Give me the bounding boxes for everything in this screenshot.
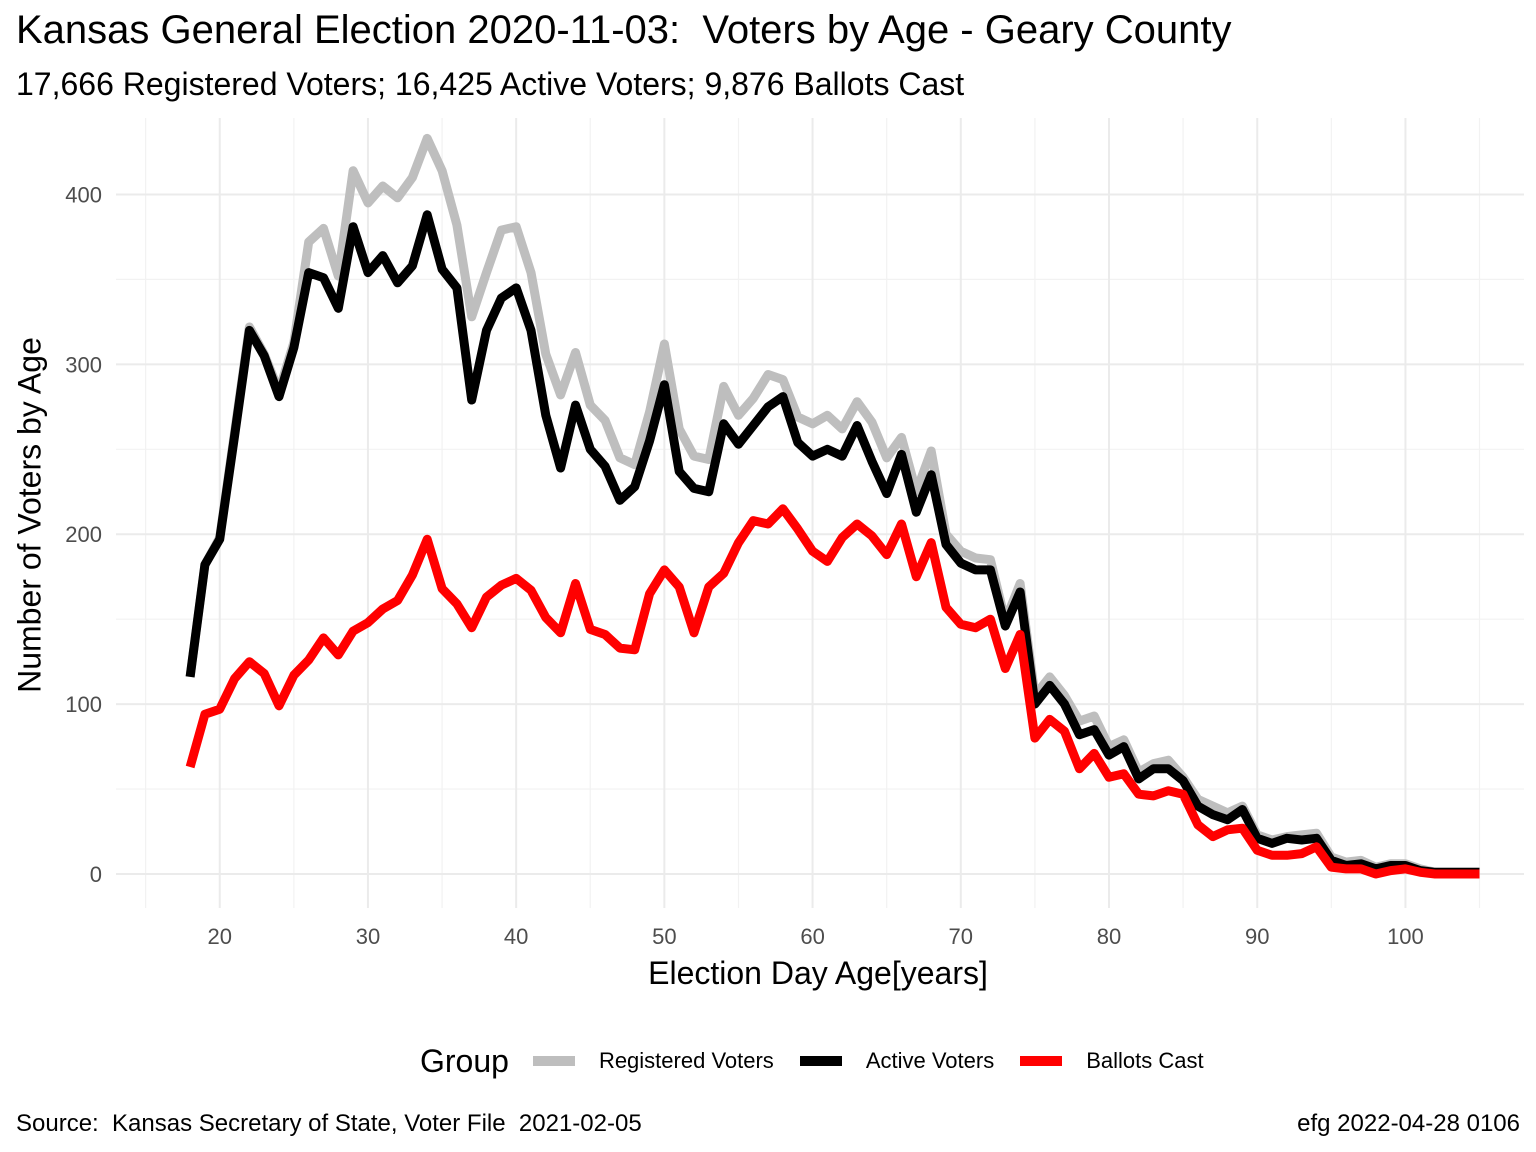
x-tick-label: 60 — [800, 924, 824, 949]
y-axis-label: Number of Voters by Age — [11, 337, 48, 693]
legend-item-ballots: Ballots Cast — [1020, 1048, 1204, 1074]
credit-caption: efg 2022-04-28 0106 — [1297, 1110, 1520, 1137]
y-tick-label: 0 — [90, 862, 102, 887]
y-tick-label: 400 — [65, 182, 102, 207]
chart-title: Kansas General Election 2020-11-03: Vote… — [16, 8, 1232, 52]
legend-label-registered: Registered Voters — [598, 1048, 774, 1073]
y-tick-label: 100 — [65, 692, 102, 717]
legend-swatch-registered — [532, 1056, 575, 1066]
x-tick-label: 40 — [504, 924, 528, 949]
chart-subtitle: 17,666 Registered Voters; 16,425 Active … — [16, 66, 965, 102]
x-tick-label: 70 — [949, 924, 973, 949]
legend-swatch-ballots — [1020, 1056, 1063, 1066]
x-tick-label: 30 — [356, 924, 380, 949]
series-line-registered-voters — [185, 133, 1480, 877]
x-axis-label: Election Day Age[years] — [648, 955, 988, 991]
x-tick-label: 20 — [208, 924, 232, 949]
legend-title: Group — [420, 1042, 509, 1079]
legend-swatch-active — [799, 1056, 842, 1066]
x-tick-label: 100 — [1387, 924, 1424, 949]
y-tick-label: 200 — [65, 522, 102, 547]
legend: Group Registered Voters Active Voters Ba… — [420, 1040, 1230, 1082]
series-line-active-voters — [185, 210, 1480, 877]
y-tick-labels: 0 100 200 300 400 — [65, 182, 102, 887]
y-tick-label: 300 — [65, 352, 102, 377]
legend-item-active: Active Voters — [799, 1048, 995, 1074]
x-tick-label: 90 — [1245, 924, 1269, 949]
series-line-ballots-cast — [185, 504, 1480, 879]
x-tick-label: 80 — [1097, 924, 1121, 949]
x-tick-labels: 20 30 40 50 60 70 80 90 100 — [208, 924, 1424, 949]
x-tick-label: 50 — [652, 924, 676, 949]
legend-label-ballots: Ballots Cast — [1086, 1048, 1204, 1073]
legend-label-active: Active Voters — [865, 1048, 995, 1073]
source-caption: Source: Kansas Secretary of State, Voter… — [16, 1110, 642, 1137]
series-lines — [185, 133, 1480, 879]
legend-item-registered: Registered Voters — [532, 1048, 774, 1074]
